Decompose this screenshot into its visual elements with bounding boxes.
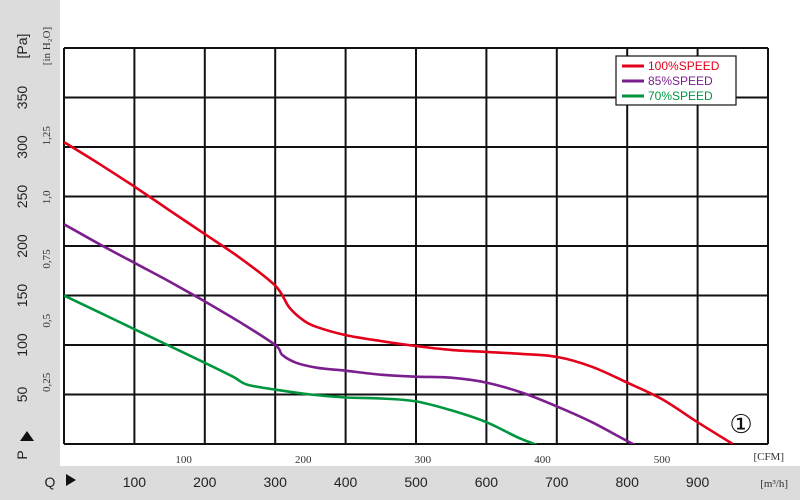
y-axis-unit-inh2o: [in H₂O] xyxy=(41,27,53,65)
x-tick-label-cmh: 200 xyxy=(193,474,217,490)
y-axis-arrow-icon xyxy=(20,431,34,441)
x-axis-label: Q xyxy=(45,474,56,490)
legend-label: 85%SPEED xyxy=(648,74,713,88)
y-tick-label-pa: 200 xyxy=(14,234,30,258)
x-tick-label-cmh: 900 xyxy=(686,474,710,490)
x-axis-arrow-icon xyxy=(66,474,76,486)
y-tick-label-inh2o: 1,25 xyxy=(41,126,53,146)
legend-label: 70%SPEED xyxy=(648,89,713,103)
x-tick-label-cfm: 500 xyxy=(654,454,671,466)
left-axis-panel xyxy=(0,0,60,500)
x-tick-label-cmh: 400 xyxy=(334,474,358,490)
series-line-100-speed xyxy=(64,140,734,444)
series-layer xyxy=(64,140,734,444)
x-tick-label-cfm: 100 xyxy=(175,454,192,466)
x-tick-label-cmh: 500 xyxy=(404,474,428,490)
legend-label: 100%SPEED xyxy=(648,59,720,73)
y-tick-label-pa: 50 xyxy=(14,387,30,403)
y-tick-label-pa: 350 xyxy=(14,86,30,110)
annotation-layer: ① xyxy=(729,410,752,440)
x-tick-label-cmh: 800 xyxy=(616,474,640,490)
y-tick-label-inh2o: 0,5 xyxy=(41,313,53,327)
y-tick-label-pa: 100 xyxy=(14,333,30,357)
x-axis-unit-cfm: [CFM] xyxy=(753,451,784,463)
x-tick-label-cmh: 600 xyxy=(475,474,499,490)
series-line-70-speed xyxy=(64,294,539,444)
y-axis-unit-pa: [Pa] xyxy=(14,34,30,59)
grid xyxy=(63,47,769,445)
bottom-axis-panel xyxy=(0,466,800,500)
x-tick-label-cfm: 200 xyxy=(295,454,312,466)
x-tick-label-cfm: 300 xyxy=(415,454,432,466)
x-tick-label-cmh: 300 xyxy=(264,474,288,490)
x-tick-label-cfm: 400 xyxy=(534,454,551,466)
curve-number-annotation: ① xyxy=(729,410,752,440)
y-tick-label-inh2o: 0,75 xyxy=(41,249,53,269)
y-tick-label-pa: 150 xyxy=(14,284,30,308)
x-tick-label-cmh: 100 xyxy=(123,474,147,490)
x-tick-label-cmh: 700 xyxy=(545,474,569,490)
y-axis-label: P xyxy=(14,450,30,459)
x-axis-unit-cmh: [m³/h] xyxy=(760,478,788,490)
y-tick-label-pa: 250 xyxy=(14,185,30,209)
series-line-85-speed xyxy=(64,223,636,444)
y-tick-label-inh2o: 0,25 xyxy=(41,372,53,392)
y-tick-label-inh2o: 1,0 xyxy=(41,190,53,204)
y-tick-label-pa: 300 xyxy=(14,135,30,159)
